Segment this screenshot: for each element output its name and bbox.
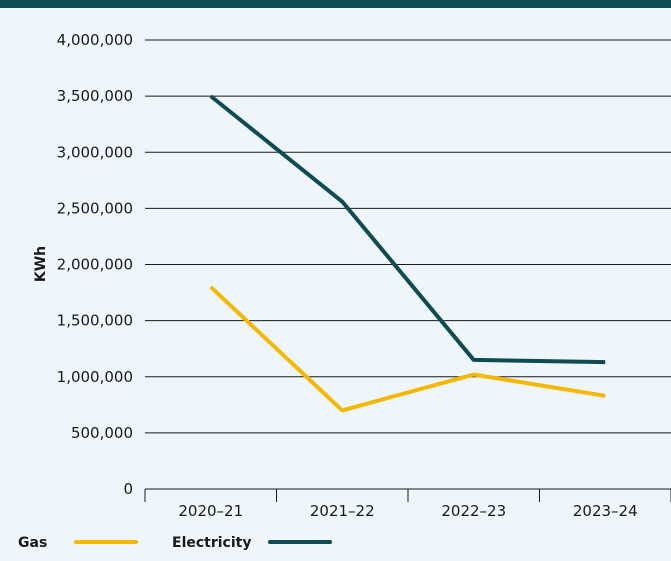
y-tick-label: 500,000 <box>71 424 133 442</box>
y-tick-label: 0 <box>123 480 133 498</box>
y-tick-label: 3,000,000 <box>57 143 133 161</box>
y-tick-label: 2,500,000 <box>57 199 133 217</box>
legend: Gas Electricity <box>18 535 332 551</box>
top-accent-bar <box>0 0 671 8</box>
legend-label-electricity: Electricity <box>172 535 251 551</box>
legend-label-gas: Gas <box>18 535 47 551</box>
y-tick-label: 4,000,000 <box>57 31 133 49</box>
gridlines <box>145 39 671 434</box>
x-tick-label: 2021–22 <box>310 502 375 520</box>
y-tick-label: 2,000,000 <box>57 256 133 274</box>
series-line-gas <box>209 285 606 413</box>
x-tick-labels: 2020–21 2021–22 2022–23 2023–24 <box>178 502 637 520</box>
x-tick-label: 2020–21 <box>178 502 243 520</box>
x-tick-label: 2023–24 <box>573 502 638 520</box>
y-tick-label: 3,500,000 <box>57 87 133 105</box>
series-lines <box>209 94 606 413</box>
y-tick-label: 1,000,000 <box>57 368 133 386</box>
y-tick-label: 1,500,000 <box>57 312 133 330</box>
axes <box>144 488 671 502</box>
y-axis-title: KWh <box>33 246 49 282</box>
series-line-electricity <box>209 94 606 365</box>
x-tick-label: 2022–23 <box>441 502 506 520</box>
y-tick-labels: 0 500,000 1,000,000 1,500,000 2,000,000 2,500… <box>57 31 133 498</box>
